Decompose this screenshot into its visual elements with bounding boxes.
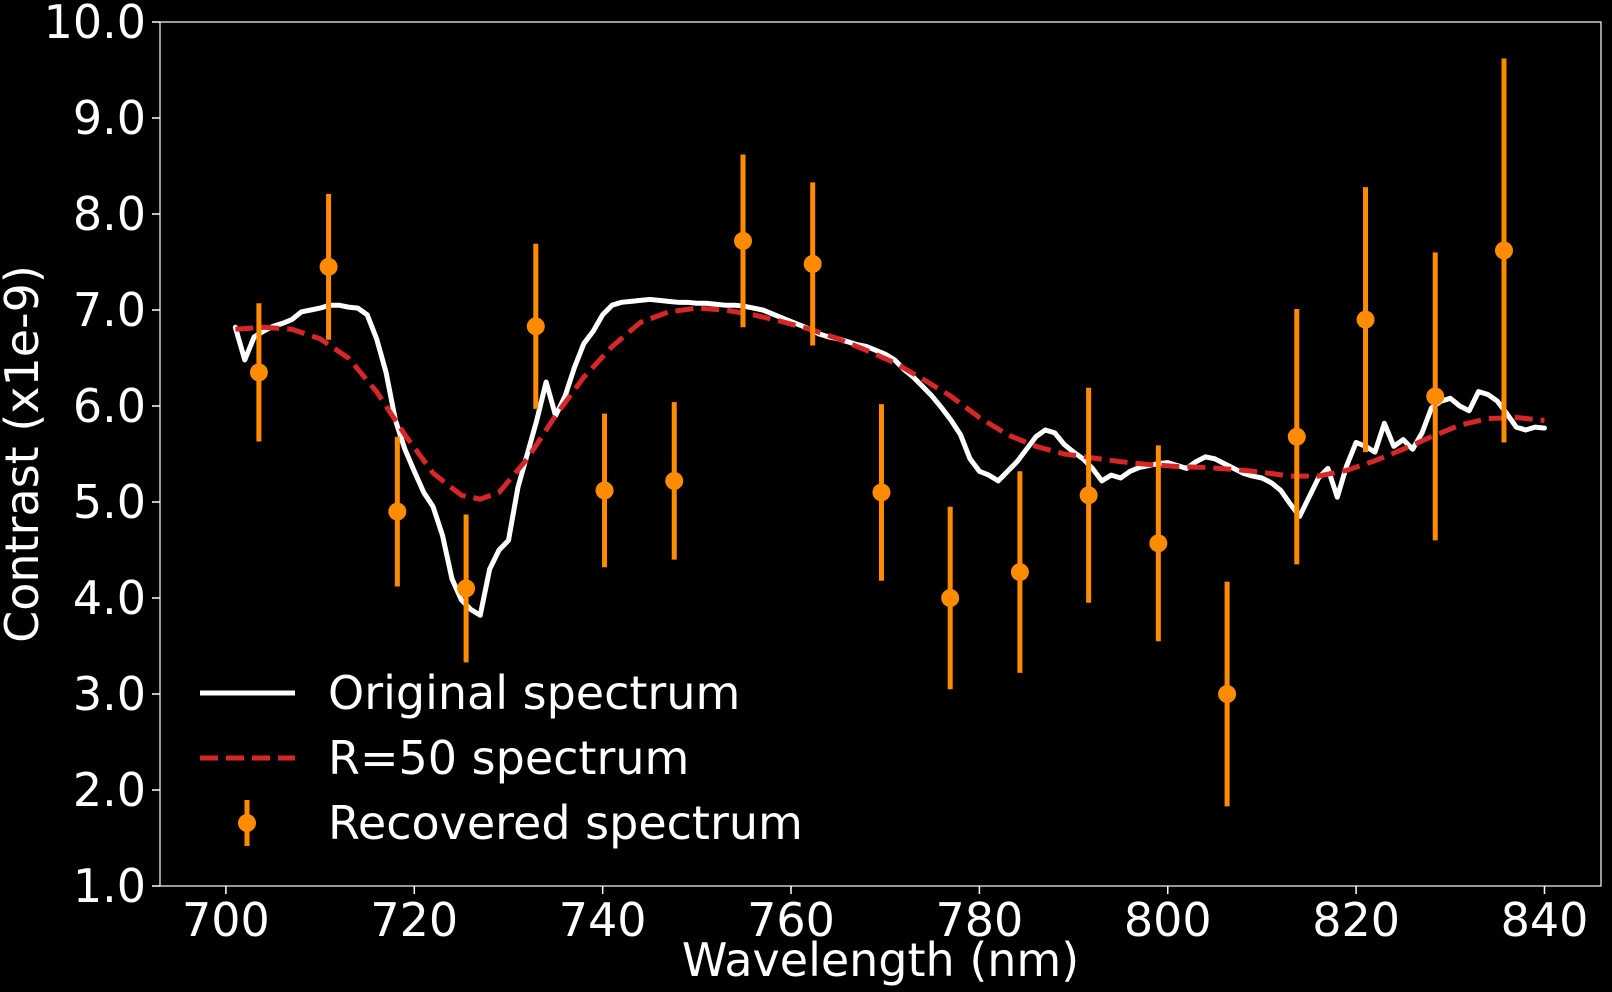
recovered-point [803,254,822,273]
y-tick-label: 1.0 [73,859,146,913]
legend-handle-recovered-marker [238,814,256,832]
x-tick-label: 760 [747,893,835,947]
recovered-point [595,481,614,500]
series-line-original-spectrum [232,296,1547,618]
recovered-point [319,257,338,276]
x-tick-label: 800 [1124,893,1212,947]
recovered-point [1079,486,1098,505]
y-tick-label: 4.0 [73,571,146,625]
y-tick-label: 8.0 [73,187,146,241]
y-tick-label: 5.0 [73,475,146,529]
recovered-point [457,579,476,598]
y-tick-label: 9.0 [73,91,146,145]
recovered-point [1426,387,1445,406]
recovered-point [1494,241,1513,260]
y-axis: 1.0 2.0 3.0 4.0 5.0 6.0 7.0 8.0 9.0 10.0 [44,0,160,913]
x-tick-label: 780 [935,893,1023,947]
recovered-point [665,471,684,490]
legend-label-original-spectrum: Original spectrum [328,666,740,720]
y-axis-label: Contrast (x1e-9) [0,265,49,643]
y-tick-label: 7.0 [73,283,146,337]
recovered-point [1010,563,1029,582]
recovered-point [388,502,407,521]
recovered-point [526,317,545,336]
x-axis: 700 720 740 760 780 800 820 840 [182,886,1588,947]
recovered-point [1149,534,1168,553]
x-tick-label: 820 [1312,893,1400,947]
recovered-point [733,231,752,250]
recovered-point [249,363,268,382]
plot-area [232,58,1547,807]
x-axis-label: Wavelength (nm) [682,933,1079,987]
y-tick-label: 10.0 [44,0,146,49]
y-tick-label: 6.0 [73,379,146,433]
y-tick-label: 2.0 [73,763,146,817]
x-tick-label: 840 [1501,893,1589,947]
x-tick-label: 720 [370,893,458,947]
axes-frame [159,21,1602,887]
recovered-point [1287,427,1306,446]
legend-label-recovered-spectrum: Recovered spectrum [328,796,803,850]
legend-label-r50-spectrum: R=50 spectrum [328,731,689,785]
x-tick-label: 740 [559,893,647,947]
y-tick-label: 3.0 [73,667,146,721]
series-line-r50-spectrum [235,305,1545,502]
legend: Original spectrum R=50 spectrum Recovere… [200,666,803,850]
recovered-point [1356,310,1375,329]
recovered-point [1218,685,1237,703]
recovered-point [941,589,960,607]
x-tick-label: 700 [182,893,270,947]
recovered-point [872,483,891,502]
